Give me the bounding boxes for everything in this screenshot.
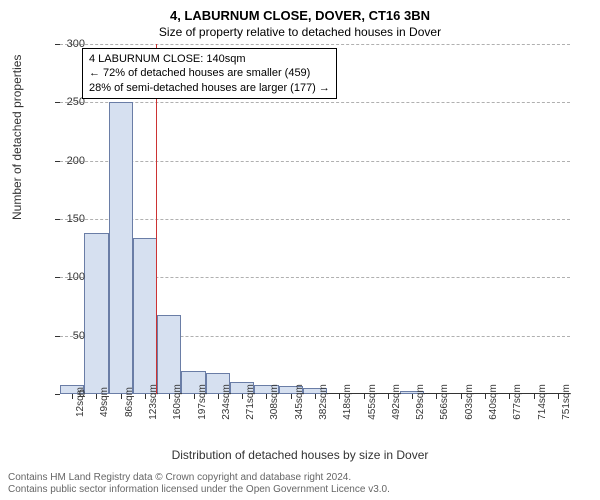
info-line-2: ← 72% of detached houses are smaller (45… xyxy=(89,66,330,80)
x-tick-label: 86sqm xyxy=(124,387,135,417)
x-tick-mark xyxy=(388,394,389,399)
chart-subtitle: Size of property relative to detached ho… xyxy=(0,25,600,39)
x-tick-mark xyxy=(436,394,437,399)
y-tick-label: 300 xyxy=(55,38,85,50)
x-tick-label: 492sqm xyxy=(391,384,402,420)
info-line-1: 4 LABURNUM CLOSE: 140sqm xyxy=(89,52,330,66)
x-tick-mark xyxy=(291,394,292,399)
x-tick-mark xyxy=(485,394,486,399)
footer: Contains HM Land Registry data © Crown c… xyxy=(8,472,390,496)
x-tick-mark xyxy=(558,394,559,399)
x-tick-label: 603sqm xyxy=(464,384,475,420)
x-tick-mark xyxy=(242,394,243,399)
x-tick-label: 382sqm xyxy=(318,384,329,420)
x-tick-label: 677sqm xyxy=(512,384,523,420)
x-tick-label: 566sqm xyxy=(439,384,450,420)
bar xyxy=(109,102,133,394)
x-tick-mark xyxy=(96,394,97,399)
grid-line xyxy=(60,44,570,45)
x-tick-mark xyxy=(194,394,195,399)
x-tick-mark xyxy=(315,394,316,399)
bar xyxy=(84,233,108,394)
x-tick-mark xyxy=(169,394,170,399)
x-tick-mark xyxy=(534,394,535,399)
y-tick-label: 200 xyxy=(55,155,85,167)
x-tick-mark xyxy=(145,394,146,399)
footer-line-2: Contains public sector information licen… xyxy=(8,484,390,496)
footer-line-1: Contains HM Land Registry data © Crown c… xyxy=(8,472,390,484)
x-tick-label: 308sqm xyxy=(269,384,280,420)
x-tick-mark xyxy=(121,394,122,399)
bar xyxy=(157,315,181,394)
x-tick-mark xyxy=(461,394,462,399)
chart-container: 4, LABURNUM CLOSE, DOVER, CT16 3BN Size … xyxy=(0,0,600,500)
x-tick-mark xyxy=(364,394,365,399)
x-tick-label: 160sqm xyxy=(172,384,183,420)
info-box: 4 LABURNUM CLOSE: 140sqm ← 72% of detach… xyxy=(82,48,337,99)
x-tick-label: 751sqm xyxy=(561,384,572,420)
x-tick-label: 345sqm xyxy=(294,384,305,420)
x-tick-mark xyxy=(509,394,510,399)
y-tick-label: 250 xyxy=(55,96,85,108)
x-tick-mark xyxy=(412,394,413,399)
grid-line xyxy=(60,102,570,103)
info-line-3: 28% of semi-detached houses are larger (… xyxy=(89,81,330,95)
x-tick-mark xyxy=(339,394,340,399)
x-tick-label: 123sqm xyxy=(148,384,159,420)
x-tick-label: 271sqm xyxy=(245,384,256,420)
x-tick-label: 714sqm xyxy=(537,384,548,420)
y-tick-label: 150 xyxy=(55,213,85,225)
x-tick-label: 529sqm xyxy=(415,384,426,420)
x-tick-label: 49sqm xyxy=(99,387,110,417)
x-tick-label: 455sqm xyxy=(367,384,378,420)
y-tick-label: 100 xyxy=(55,271,85,283)
x-tick-label: 640sqm xyxy=(488,384,499,420)
y-axis-label: Number of detached properties xyxy=(10,55,24,220)
bar xyxy=(133,238,157,394)
grid-line xyxy=(60,161,570,162)
x-tick-mark xyxy=(266,394,267,399)
x-axis-label: Distribution of detached houses by size … xyxy=(0,448,600,462)
y-tick-label: 50 xyxy=(55,330,85,342)
x-tick-label: 234sqm xyxy=(221,384,232,420)
x-tick-label: 12sqm xyxy=(75,387,86,417)
x-tick-mark xyxy=(218,394,219,399)
x-tick-label: 197sqm xyxy=(197,384,208,420)
x-tick-label: 418sqm xyxy=(342,384,353,420)
grid-line xyxy=(60,219,570,220)
chart-title: 4, LABURNUM CLOSE, DOVER, CT16 3BN xyxy=(0,0,600,23)
